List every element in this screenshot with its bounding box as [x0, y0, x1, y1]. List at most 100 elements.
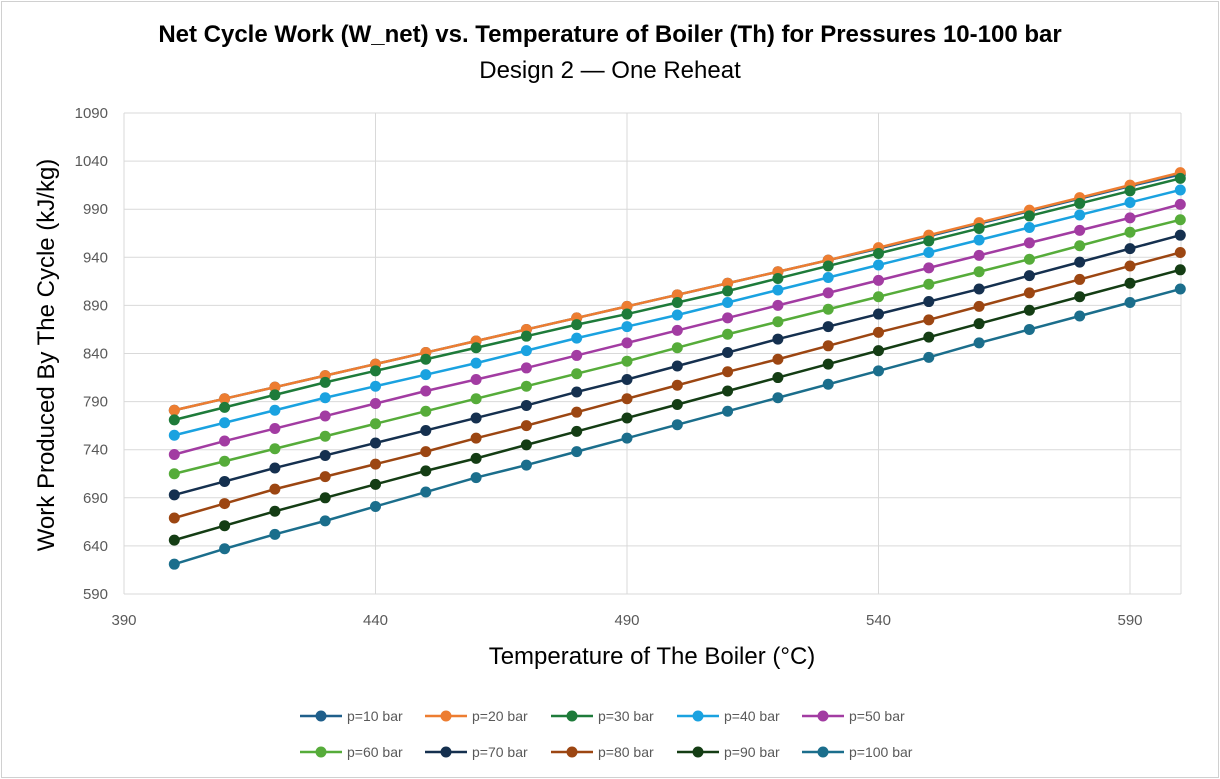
data-point [269, 443, 281, 455]
data-point [722, 366, 734, 378]
data-point [822, 378, 834, 390]
data-point [772, 316, 784, 328]
data-point [219, 543, 231, 555]
data-point [973, 249, 985, 261]
data-point [722, 328, 734, 340]
legend-marker [692, 746, 704, 758]
data-point [219, 455, 231, 467]
legend-item: p=40 bar [677, 708, 780, 724]
data-point [470, 472, 482, 484]
data-point [1074, 197, 1086, 209]
x-tick-label: 440 [363, 612, 388, 629]
data-point [1124, 277, 1136, 289]
data-point [520, 330, 532, 342]
legend-label: p=90 bar [724, 744, 780, 760]
legend-item: p=90 bar [677, 744, 780, 760]
data-point [1174, 229, 1186, 241]
series-7 [168, 229, 1186, 501]
data-point [772, 333, 784, 345]
data-point [873, 326, 884, 338]
data-point [1074, 240, 1086, 252]
y-tick-label: 790 [83, 394, 108, 411]
data-point [822, 303, 834, 315]
data-point [470, 373, 482, 385]
data-point [1174, 283, 1186, 295]
x-tick-label: 590 [1117, 612, 1142, 629]
data-point [973, 234, 985, 246]
data-point [420, 405, 432, 417]
data-point [520, 399, 532, 411]
data-point [1074, 224, 1086, 236]
data-point [1174, 184, 1186, 196]
data-point [269, 483, 281, 495]
y-tick-label: 940 [83, 249, 108, 266]
data-point [420, 385, 432, 397]
data-point [873, 308, 884, 320]
data-point [671, 419, 683, 431]
data-point [319, 392, 331, 404]
data-point [1023, 210, 1035, 222]
data-point [520, 362, 532, 374]
data-point [420, 465, 432, 477]
data-point [1074, 209, 1086, 221]
legend-label: p=100 bar [849, 744, 913, 760]
data-point [319, 515, 331, 527]
legend-marker [817, 746, 829, 758]
data-point [168, 558, 180, 570]
data-point [1023, 253, 1035, 265]
data-point [470, 342, 482, 354]
data-point [370, 398, 381, 410]
data-point [571, 446, 583, 458]
data-point [219, 520, 231, 532]
series-10 [168, 283, 1186, 570]
series-6 [168, 214, 1186, 480]
data-point [822, 340, 834, 352]
x-tick-label: 490 [614, 612, 639, 629]
data-point [1074, 273, 1086, 285]
data-point [1124, 196, 1136, 208]
x-tick-label: 540 [866, 612, 891, 629]
data-point [319, 449, 331, 461]
data-point [722, 347, 734, 359]
data-point [168, 414, 180, 426]
data-point [671, 297, 683, 309]
data-point [319, 410, 331, 422]
data-point [671, 398, 683, 410]
y-tick-label: 690 [83, 490, 108, 507]
data-point [370, 365, 381, 377]
y-axis-title: Work Produced By The Cycle (kJ/kg) [33, 159, 60, 552]
data-point [470, 432, 482, 444]
data-point [772, 284, 784, 296]
data-point [571, 406, 583, 418]
data-point [1174, 264, 1186, 276]
data-point [671, 379, 683, 391]
data-point [1124, 243, 1136, 255]
data-point [1023, 323, 1035, 335]
series-2 [168, 167, 1186, 416]
legend-marker [315, 746, 327, 758]
data-point [772, 372, 784, 384]
data-point [269, 381, 281, 393]
legend-label: p=60 bar [347, 744, 403, 760]
data-point [1124, 297, 1136, 309]
data-point [722, 385, 734, 397]
data-point [923, 331, 935, 343]
data-point [822, 358, 834, 370]
legend-item: p=60 bar [300, 744, 403, 760]
data-point [319, 376, 331, 388]
data-point [1023, 304, 1035, 316]
data-point [168, 534, 180, 546]
data-point [873, 259, 884, 271]
data-point [420, 353, 432, 365]
legend-item: p=50 bar [802, 708, 905, 724]
data-point [269, 462, 281, 474]
data-point [973, 283, 985, 295]
legend-label: p=70 bar [472, 744, 528, 760]
y-tick-label: 590 [83, 586, 108, 603]
data-point [1023, 221, 1035, 233]
data-point [420, 369, 432, 381]
y-tick-label: 890 [83, 297, 108, 314]
data-point [973, 318, 985, 330]
data-point [370, 418, 381, 430]
